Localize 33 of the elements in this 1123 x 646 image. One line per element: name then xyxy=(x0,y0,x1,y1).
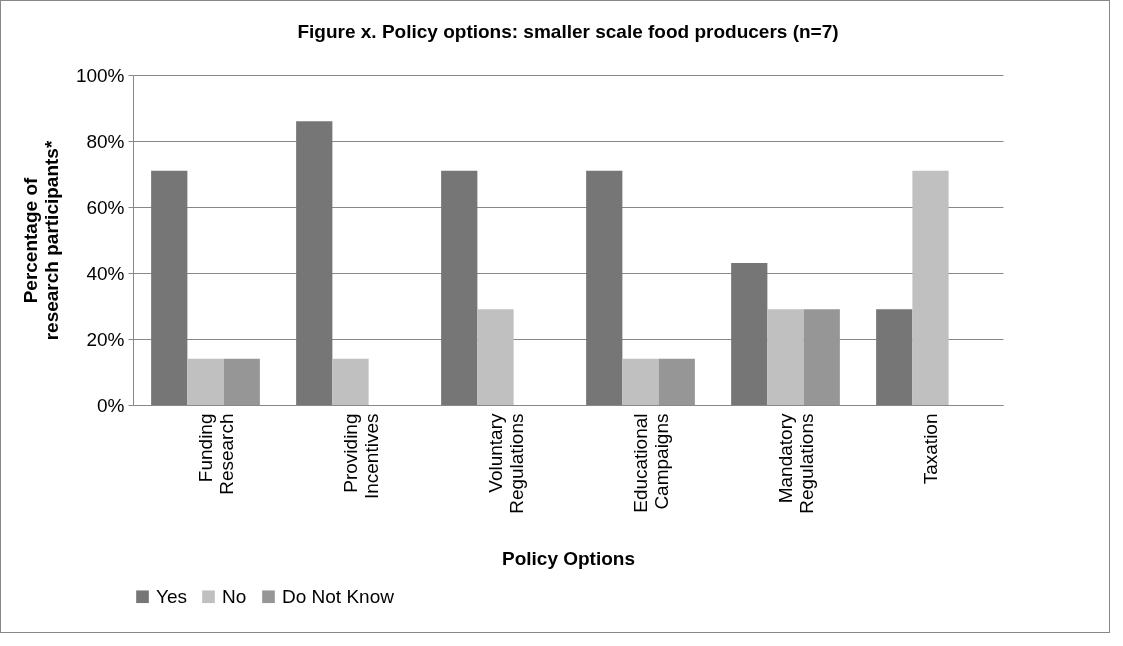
bar xyxy=(296,121,333,405)
x-tick-label: Educational Campaigns xyxy=(629,413,672,513)
bar xyxy=(767,309,804,405)
y-tick-label: 40% xyxy=(86,262,125,284)
y-tick-label: 0% xyxy=(97,394,125,416)
legend-label: Yes xyxy=(156,585,187,607)
bar xyxy=(151,170,188,405)
y-tick-label: 60% xyxy=(86,196,125,218)
x-tick-label: Funding Research xyxy=(194,413,237,495)
chart-title: Figure x. Policy options: smaller scale food producers (n=7) xyxy=(297,21,839,42)
bar xyxy=(441,170,478,405)
bar xyxy=(622,358,659,405)
y-tick-label: 20% xyxy=(86,328,125,350)
bar xyxy=(876,309,913,405)
y-axis-title: Percentage of research participants* xyxy=(19,140,62,341)
bar xyxy=(586,170,623,405)
bar xyxy=(332,358,369,405)
y-tick-label: 80% xyxy=(86,130,125,152)
bar xyxy=(731,263,768,405)
x-tick-label: Mandatory Regulations xyxy=(774,413,817,514)
x-tick-label: Taxation xyxy=(919,413,941,485)
bar xyxy=(187,358,224,405)
x-axis-title: Policy Options xyxy=(501,547,636,569)
bar xyxy=(803,309,840,405)
y-tick-label: 100% xyxy=(75,64,125,86)
bar xyxy=(658,358,695,405)
bar xyxy=(223,358,260,405)
x-tick-label: Voluntary Regulations xyxy=(484,413,527,514)
bar xyxy=(477,309,514,405)
legend-label: Do Not Know xyxy=(282,585,395,607)
bar xyxy=(912,170,949,405)
x-tick-label: Providing Incentives xyxy=(339,413,382,500)
legend-label: No xyxy=(222,585,247,607)
